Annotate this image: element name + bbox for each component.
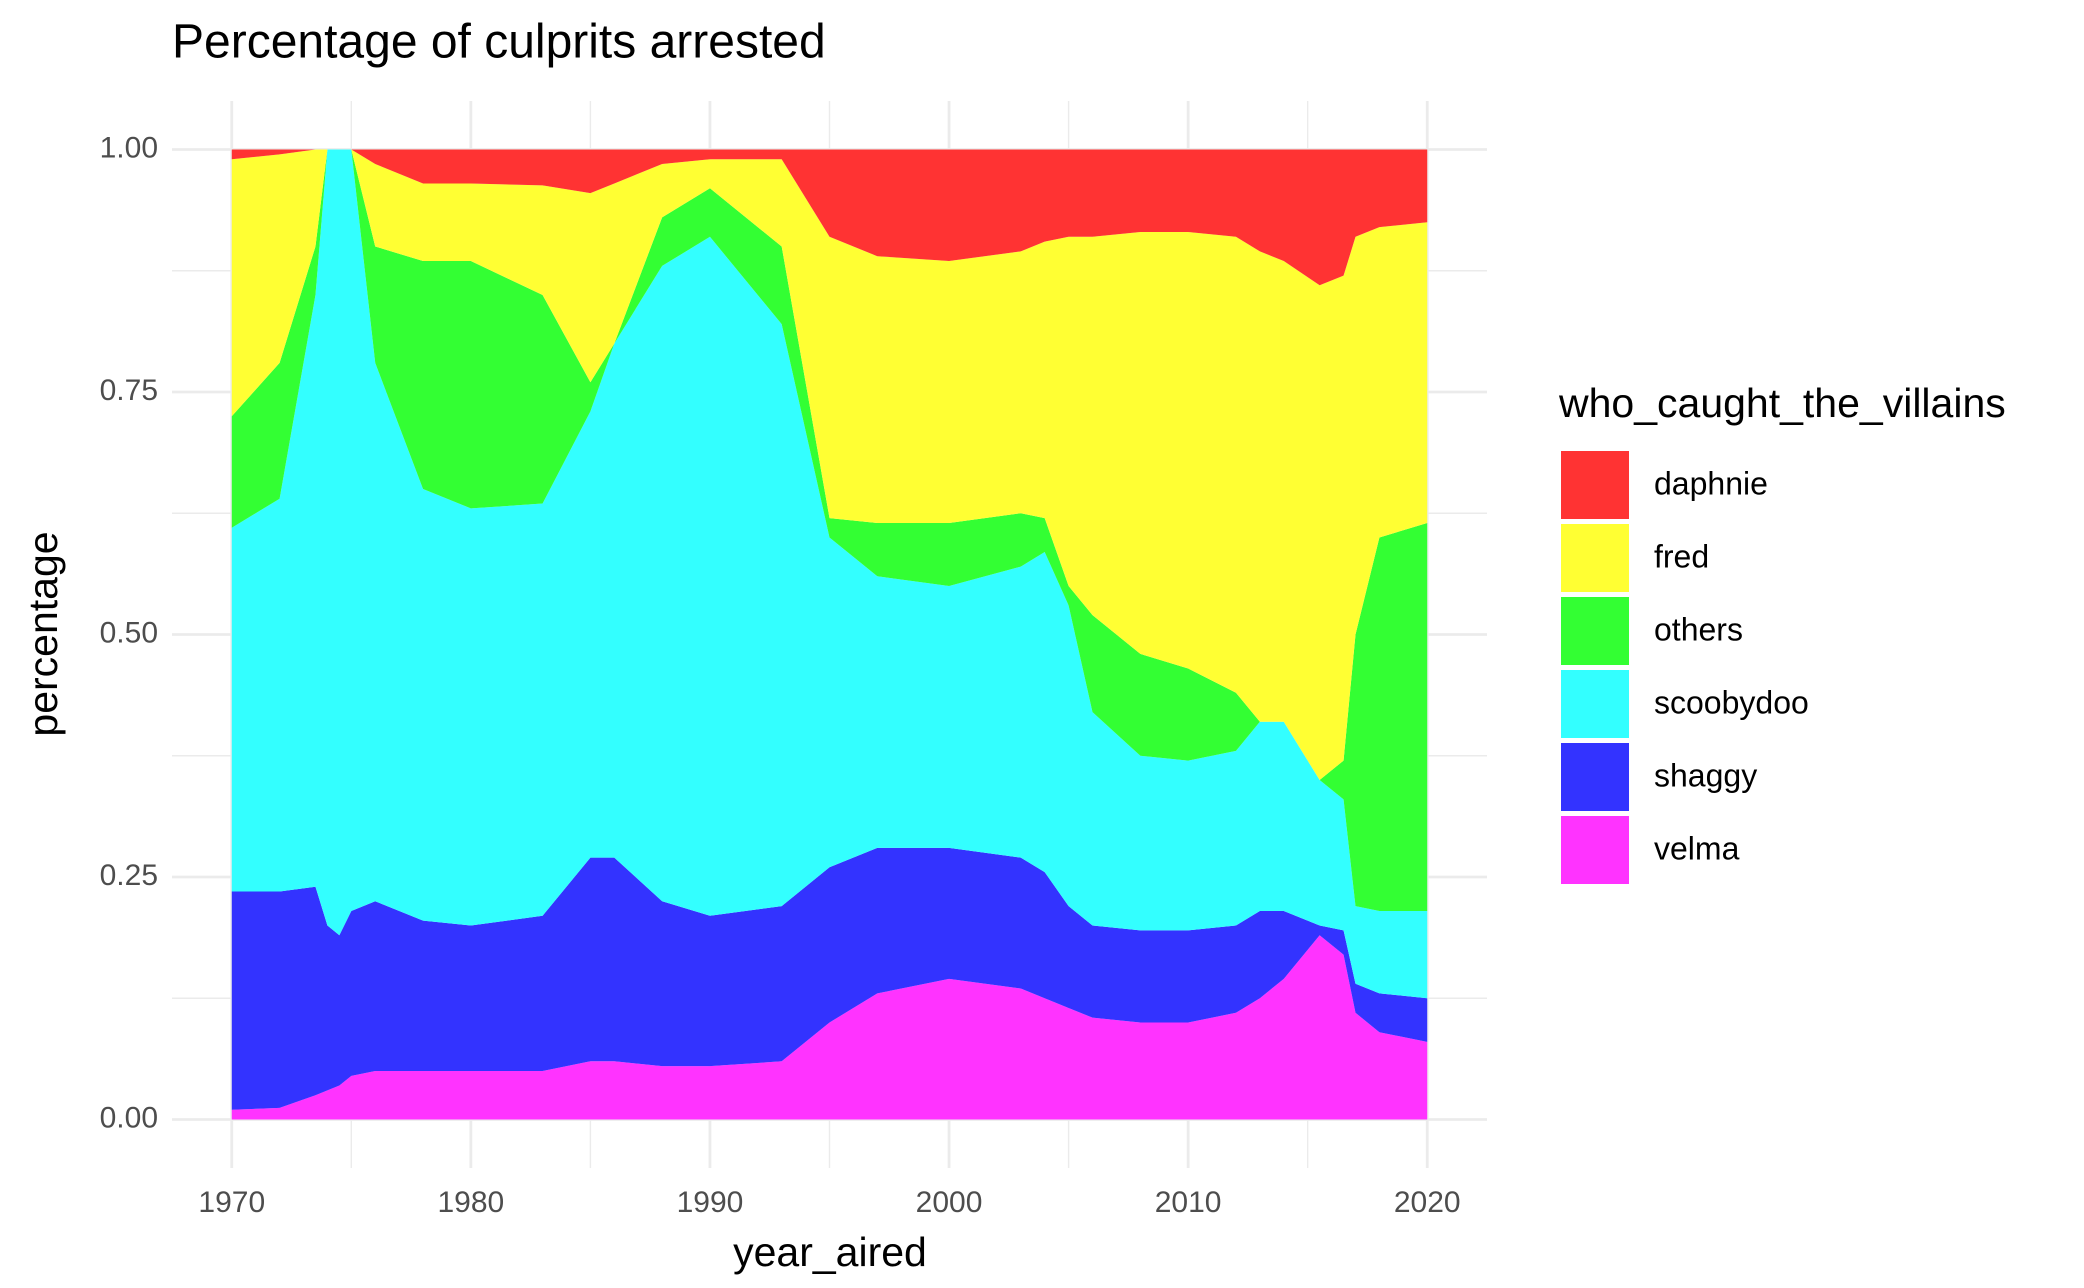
y-tick-label: 1.00 (100, 131, 158, 164)
legend-key (1561, 670, 1629, 738)
legend-key (1561, 597, 1629, 665)
legend-label: daphnie (1654, 465, 1768, 501)
legend-key (1561, 524, 1629, 592)
y-tick-label: 0.25 (100, 859, 158, 892)
legend-key (1561, 743, 1629, 811)
x-tick-label: 1970 (198, 1186, 265, 1219)
y-axis-title: percentage (20, 531, 66, 736)
area (231, 149, 1428, 911)
chart-title: Percentage of culprits arrested (172, 16, 826, 69)
legend-title: who_caught_the_villains (1558, 380, 2006, 426)
y-tick-label: 0.75 (100, 374, 158, 407)
legend-label: scoobydoo (1654, 684, 1809, 720)
area (231, 935, 1428, 1120)
legend-label: others (1654, 611, 1743, 647)
legend-key (1561, 451, 1629, 519)
x-tick-label: 1990 (677, 1186, 744, 1219)
x-tick-label: 1980 (437, 1186, 504, 1219)
legend-key (1561, 816, 1629, 884)
area (231, 149, 1428, 286)
area (231, 847, 1428, 1110)
legend-label: fred (1654, 538, 1709, 574)
y-tick-label: 0.00 (100, 1101, 158, 1134)
x-tick-label: 2000 (916, 1186, 983, 1219)
area (231, 149, 1428, 999)
x-axis-title: year_aired (733, 1229, 927, 1275)
x-tick-label: 2020 (1394, 1186, 1461, 1219)
y-tick-label: 0.50 (100, 616, 158, 649)
area (231, 149, 1428, 780)
x-tick-label: 2010 (1155, 1186, 1222, 1219)
legend-label: shaggy (1654, 757, 1757, 793)
legend-label: velma (1654, 830, 1740, 866)
